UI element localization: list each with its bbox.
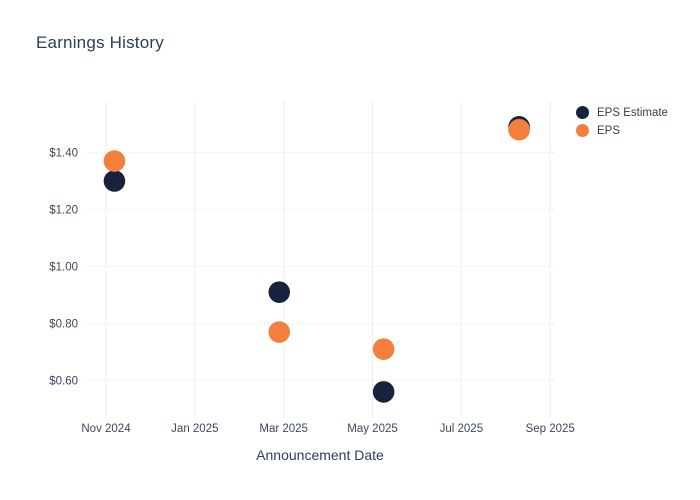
data-point-eps[interactable] bbox=[103, 150, 126, 172]
data-point-eps[interactable] bbox=[268, 321, 291, 343]
data-point-eps-estimate[interactable] bbox=[372, 381, 395, 403]
legend-label-eps: EPS bbox=[597, 124, 621, 137]
x-tick-label: Sep 2025 bbox=[526, 423, 575, 435]
y-tick-label: $1.40 bbox=[49, 148, 78, 160]
data-point-eps[interactable] bbox=[508, 118, 530, 141]
y-tick-label: $1.20 bbox=[49, 205, 78, 217]
legend-label-eps-estimate: EPS Estimate bbox=[597, 106, 668, 119]
legend: EPS Estimate EPS bbox=[576, 106, 668, 142]
x-tick-label: Mar 2025 bbox=[259, 423, 308, 435]
legend-item-eps-estimate[interactable]: EPS Estimate bbox=[576, 106, 668, 119]
x-tick-label: Jul 2025 bbox=[440, 423, 483, 435]
y-tick-label: $0.80 bbox=[49, 319, 78, 331]
x-axis-title: Announcement Date bbox=[256, 447, 384, 463]
y-tick-label: $0.60 bbox=[49, 376, 78, 388]
eps-estimate-dot-icon bbox=[576, 106, 589, 119]
eps-dot-icon bbox=[576, 124, 589, 137]
data-point-eps[interactable] bbox=[372, 338, 395, 360]
data-point-eps-estimate[interactable] bbox=[268, 281, 291, 303]
x-tick-label: Nov 2024 bbox=[81, 423, 131, 435]
data-point-eps-estimate[interactable] bbox=[103, 170, 126, 192]
legend-item-eps[interactable]: EPS bbox=[576, 124, 668, 137]
y-tick-label: $1.00 bbox=[49, 262, 78, 274]
chart-title: Earnings History bbox=[36, 33, 164, 52]
x-tick-label: Jan 2025 bbox=[171, 423, 218, 435]
x-tick-label: May 2025 bbox=[347, 423, 398, 435]
